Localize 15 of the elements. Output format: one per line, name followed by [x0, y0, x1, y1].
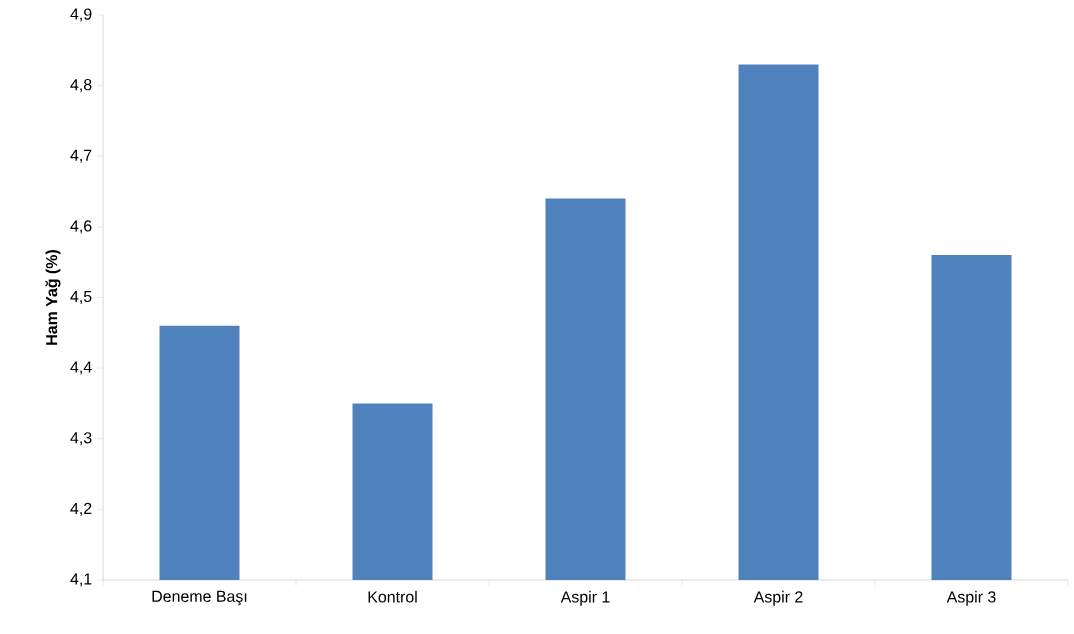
y-tick-label: 4,3	[70, 432, 92, 446]
x-tick-label: Aspir 3	[946, 590, 996, 606]
y-tick-label: 4,7	[70, 149, 92, 163]
y-tick-label: 4,6	[70, 220, 92, 234]
y-axis-title: Ham Yağ (%)	[45, 250, 61, 345]
y-tick-label: 4,1	[70, 573, 92, 587]
x-tick-label: Aspir 1	[560, 590, 610, 606]
y-tick-label: 4,5	[70, 290, 92, 304]
y-tick-label: 4,8	[70, 79, 92, 93]
y-tick-label: 4,9	[70, 8, 92, 22]
x-tick-label: Deneme Başı	[152, 590, 247, 606]
y-tick-label: 4,4	[70, 361, 92, 375]
y-tick-label: 4,2	[70, 502, 92, 516]
x-tick-label: Kontrol	[368, 590, 417, 603]
x-tick-label: Aspir 2	[753, 590, 803, 606]
